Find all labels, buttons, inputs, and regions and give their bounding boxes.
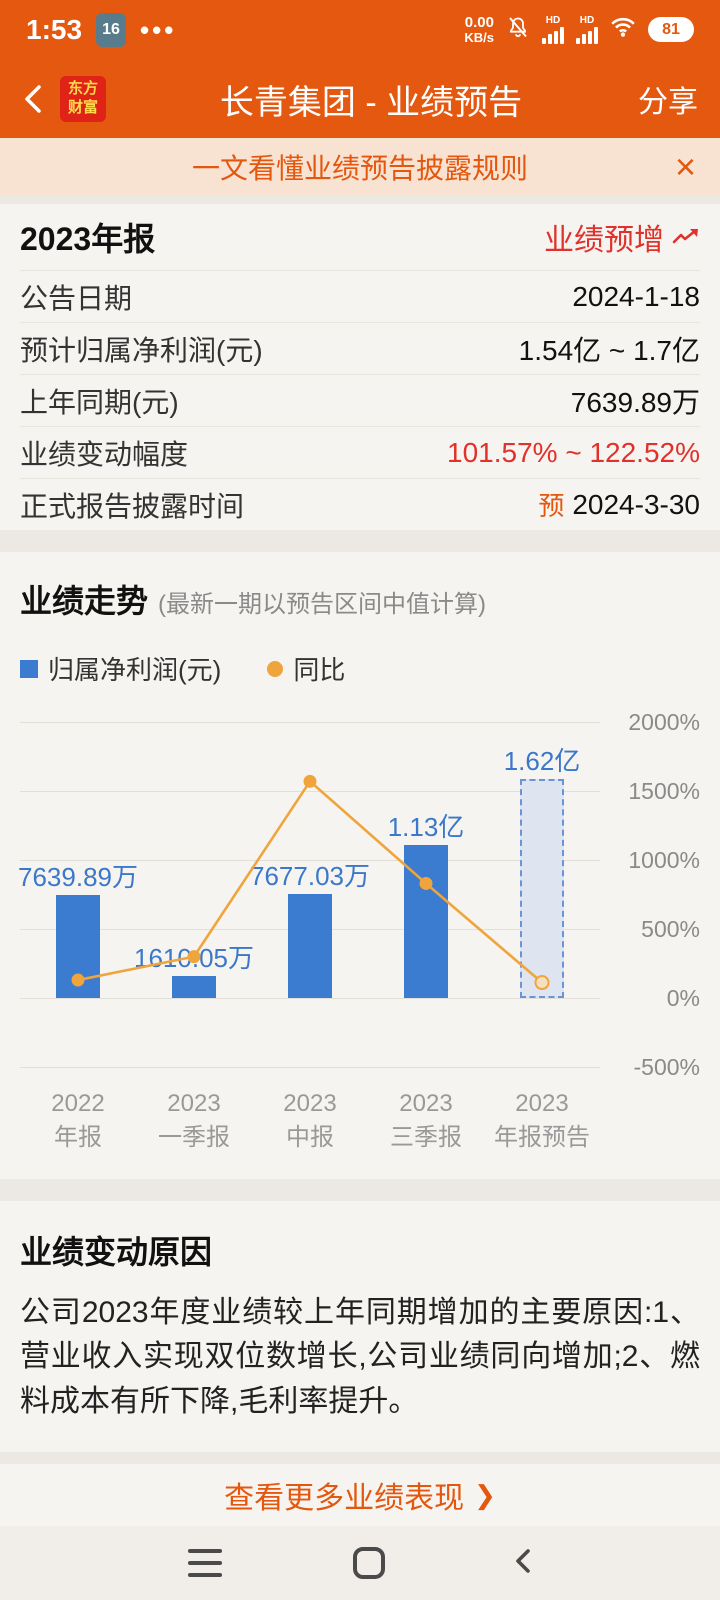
trend-chart-card: 业绩走势 (最新一期以预告区间中值计算) 归属净利润(元) 同比 7639.89… bbox=[0, 552, 720, 1179]
system-nav-bar bbox=[0, 1526, 720, 1600]
row-announce-date: 公告日期 2024-1-18 bbox=[20, 270, 700, 322]
forecast-tag: 预 bbox=[538, 491, 565, 521]
banner-close-icon[interactable]: × bbox=[674, 146, 696, 187]
battery-icon: 81 bbox=[648, 17, 694, 43]
x-axis-label: 2023 三季报 bbox=[390, 1090, 462, 1151]
y-axis-label: -500% bbox=[633, 1054, 700, 1080]
row-disclosure-date: 正式报告披露时间 预 2024-3-30 bbox=[20, 478, 700, 530]
gridline bbox=[20, 1067, 600, 1068]
reason-card: 业绩变动原因 公司2023年度业绩较上年同期增加的主要原因:1、营业收入实现双位… bbox=[0, 1201, 720, 1453]
bar-value-label: 7677.03万 bbox=[250, 861, 370, 891]
chart-subtitle: (最新一期以预告区间中值计算) bbox=[158, 591, 486, 618]
gridline bbox=[20, 791, 600, 792]
notification-dots-icon: ••• bbox=[140, 14, 177, 45]
bar bbox=[288, 894, 332, 998]
bar-value-label: 7639.89万 bbox=[18, 862, 138, 892]
trend-up-icon bbox=[672, 229, 698, 244]
x-axis-label: 2023 年报预告 bbox=[494, 1090, 590, 1151]
reason-title: 业绩变动原因 bbox=[20, 1234, 213, 1270]
forecast-bar bbox=[520, 779, 564, 998]
notifications-muted-icon bbox=[506, 15, 530, 44]
nav-back-icon[interactable] bbox=[510, 1547, 538, 1580]
legend-net-profit: 归属净利润(元) bbox=[20, 650, 221, 687]
chart-title: 业绩走势 bbox=[20, 583, 149, 619]
y-axis: 2000% 1500% 1000% 500% 0% -500% bbox=[608, 709, 700, 1079]
x-axis-label: 2023 一季报 bbox=[158, 1090, 230, 1151]
bar-value-label: 1.13亿 bbox=[387, 812, 465, 842]
x-axis: 2022 年报 2023 一季报 2023 中报 2023 三季报 2023 年报预告 bbox=[20, 1087, 600, 1157]
gridline bbox=[20, 998, 600, 999]
y-axis-label: 1000% bbox=[628, 847, 700, 873]
yoy-line-series bbox=[71, 774, 550, 991]
y-axis-label: 500% bbox=[641, 916, 700, 942]
gridline bbox=[20, 722, 600, 723]
bar-swatch-icon bbox=[20, 659, 38, 678]
bar-value-label: 1.62亿 bbox=[503, 746, 581, 776]
bar bbox=[172, 976, 216, 998]
page-title: 长青集团 - 业绩预告 bbox=[219, 83, 523, 122]
back-button[interactable] bbox=[20, 82, 46, 116]
eastmoney-logo[interactable]: 东方 财富 bbox=[60, 76, 106, 122]
notice-banner: 一文看懂业绩预告披露规则 × bbox=[0, 138, 720, 196]
reason-body: 公司2023年度业绩较上年同期增加的主要原因:1、营业收入实现双位数增长,公司业… bbox=[20, 1296, 700, 1418]
row-forecast-profit: 预计归属净利润(元) 1.54亿 ~ 1.7亿 bbox=[20, 322, 700, 374]
clock: 1:53 bbox=[26, 14, 83, 45]
banner-link[interactable]: 一文看懂业绩预告披露规则 bbox=[191, 153, 528, 184]
x-axis-label: 2023 中报 bbox=[283, 1090, 337, 1151]
share-button[interactable]: 分享 bbox=[638, 86, 698, 119]
calendar-badge-icon: 16 bbox=[96, 13, 127, 47]
home-icon[interactable] bbox=[353, 1547, 385, 1580]
network-speed: 0.00 KB/s bbox=[464, 13, 494, 46]
recents-icon[interactable] bbox=[182, 1543, 228, 1583]
report-period: 2023年报 bbox=[20, 221, 156, 257]
line-dot-icon bbox=[267, 660, 284, 677]
row-prior-year: 上年同期(元) 7639.89万 bbox=[20, 374, 700, 426]
gridline bbox=[20, 860, 600, 861]
x-axis-label: 2022 年报 bbox=[51, 1090, 105, 1151]
more-performance-link[interactable]: 查看更多业绩表现 ❯ bbox=[0, 1464, 720, 1527]
cellular-signal-1-icon: HD bbox=[542, 15, 564, 44]
y-axis-label: 0% bbox=[666, 985, 700, 1011]
status-badge: 业绩预增 bbox=[544, 215, 700, 259]
cellular-signal-2-icon: HD bbox=[576, 15, 598, 44]
report-summary-card: 2023年报 业绩预增 公告日期 2024-1-18 预计归属净利润(元) 1.… bbox=[0, 204, 720, 530]
row-change-range: 业绩变动幅度 101.57% ~ 122.52% bbox=[20, 426, 700, 478]
chart-legend: 归属净利润(元) 同比 bbox=[20, 650, 700, 687]
legend-yoy: 同比 bbox=[267, 650, 345, 687]
y-axis-label: 1500% bbox=[628, 778, 700, 804]
y-axis-label: 2000% bbox=[628, 709, 700, 735]
app-header: 东方 财富 长青集团 - 业绩预告 分享 bbox=[0, 60, 720, 138]
status-bar: 1:53 16 ••• 0.00 KB/s HD HD 81 bbox=[0, 0, 720, 60]
wifi-icon bbox=[610, 16, 636, 43]
chevron-right-icon: ❯ bbox=[474, 1479, 496, 1510]
